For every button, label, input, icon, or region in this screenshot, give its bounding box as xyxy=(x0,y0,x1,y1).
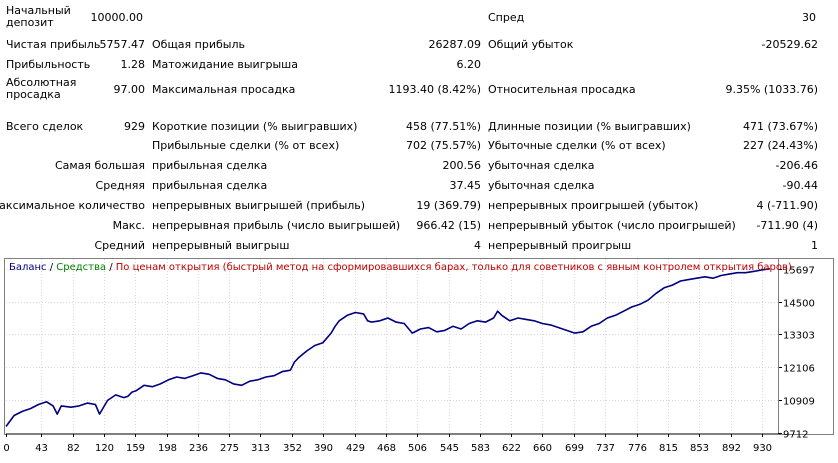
average-consecutive-losses-label: непрерывный проигрыш xyxy=(488,239,632,252)
x-tick-label: 545 xyxy=(440,443,459,454)
x-tick-label: 815 xyxy=(659,443,678,454)
largest-profit-value: 200.56 xyxy=(442,159,482,172)
max-consecutive-loss-value: -711.90 (4) xyxy=(756,219,818,232)
largest-profit-label: прибыльная сделка xyxy=(152,159,268,172)
x-tick-label: 159 xyxy=(126,443,145,454)
x-tick-label: 236 xyxy=(189,443,208,454)
initial-deposit-value: 10000.00 xyxy=(90,11,144,24)
average-consecutive-wins-label: непрерывный выигрыш xyxy=(152,239,290,252)
x-tick-label: 892 xyxy=(722,443,741,454)
spread-value: 30 xyxy=(802,11,816,24)
absolute-drawdown-value: 97.00 xyxy=(113,83,146,96)
gross-loss-label: Общий убыток xyxy=(488,38,574,51)
x-tick-label: 0 xyxy=(3,443,9,454)
max-consecutive-profit-label: непрерывная прибыль (число выигрышей) xyxy=(152,219,401,232)
net-profit-value: 5757.47 xyxy=(99,38,146,51)
x-tick-label: 43 xyxy=(35,443,48,454)
average-profit-label: прибыльная сделка xyxy=(152,179,268,192)
chart-legend: Баланс / Средства / По ценам открытия (б… xyxy=(9,262,792,274)
max-consecutive-wins-value: 19 (369.79) xyxy=(416,199,481,212)
x-tick-label: 853 xyxy=(690,443,709,454)
profit-factor-label: Прибыльность xyxy=(6,58,91,71)
x-tick-label: 390 xyxy=(314,443,333,454)
maximal-drawdown-label: Максимальная просадка xyxy=(152,83,296,96)
y-tick-label: 12106 xyxy=(783,364,815,375)
max-consecutive-losses-label: непрерывных проигрышей (убыток) xyxy=(488,199,699,212)
average-consecutive-label: Средний xyxy=(94,239,145,252)
average-consecutive-wins-value: 4 xyxy=(474,239,481,252)
y-tick-label: 10909 xyxy=(783,397,815,408)
relative-drawdown-value: 9.35% (1033.76) xyxy=(725,83,818,96)
x-tick-label: 120 xyxy=(95,443,114,454)
largest-label: Самая большая xyxy=(54,159,145,172)
net-profit-label: Чистая прибыль xyxy=(6,38,101,51)
x-tick-label: 313 xyxy=(251,443,270,454)
legend-separator: / xyxy=(106,262,116,273)
max-consecutive-wins-label: непрерывных выигрышей (прибыль) xyxy=(152,199,366,212)
x-tick-label: 699 xyxy=(565,443,584,454)
long-positions-value: 471 (73.67%) xyxy=(742,120,818,133)
max-consecutive-profit-value: 966.42 (15) xyxy=(416,219,481,232)
x-tick-label: 429 xyxy=(346,443,365,454)
short-positions-value: 458 (77.51%) xyxy=(405,120,481,133)
y-tick-label: 13303 xyxy=(783,331,815,342)
x-tick-label: 622 xyxy=(502,443,521,454)
average-profit-value: 37.45 xyxy=(449,179,482,192)
gross-loss-value: -20529.62 xyxy=(761,38,818,51)
expected-payoff-label: Матожидание выигрыша xyxy=(152,58,298,71)
max-consecutive-loss-label: непрерывный убыток (число проигрышей) xyxy=(488,219,736,232)
expected-payoff-value: 6.20 xyxy=(456,58,482,71)
spread-label: Спред xyxy=(488,11,525,24)
average-label: Средняя xyxy=(95,179,145,192)
x-tick-label: 737 xyxy=(596,443,615,454)
legend-balance: Баланс xyxy=(9,262,47,273)
x-tick-label: 930 xyxy=(753,443,772,454)
x-tick-label: 352 xyxy=(283,443,302,454)
largest-loss-value: -206.46 xyxy=(775,159,818,172)
x-tick-label: 506 xyxy=(408,443,427,454)
gross-profit-value: 26287.09 xyxy=(428,38,482,51)
x-tick-label: 776 xyxy=(628,443,647,454)
total-trades-label: Всего сделок xyxy=(6,120,84,133)
profit-trades-label: Прибыльные сделки (% от всех) xyxy=(152,139,340,152)
x-tick-label: 198 xyxy=(158,443,177,454)
total-trades-value: 929 xyxy=(124,120,145,133)
x-tick-label: 468 xyxy=(377,443,396,454)
max-consecutive-amount-label: Макс. xyxy=(112,219,145,232)
y-tick-label: 9712 xyxy=(783,430,808,441)
absolute-drawdown-label: Абсолютная просадка xyxy=(6,76,77,101)
balance-series-line xyxy=(5,267,771,427)
loss-trades-label: Убыточные сделки (% от всех) xyxy=(488,139,666,152)
legend-equity: Средства xyxy=(56,262,107,273)
legend-model: По ценам открытия (быстрый метод на сфор… xyxy=(115,262,792,273)
initial-deposit-label: Начальный депозит xyxy=(6,4,71,29)
average-loss-value: -90.44 xyxy=(782,179,818,192)
x-tick-label: 82 xyxy=(67,443,80,454)
x-tick-label: 660 xyxy=(533,443,552,454)
average-loss-label: убыточная сделка xyxy=(488,179,595,192)
profit-factor-value: 1.28 xyxy=(120,58,146,71)
legend-separator: / xyxy=(46,262,57,273)
x-tick-label: 275 xyxy=(220,443,239,454)
loss-trades-value: 227 (24.43%) xyxy=(742,139,818,152)
maximal-drawdown-value: 1193.40 (8.42%) xyxy=(388,83,481,96)
chart-frame xyxy=(4,258,834,435)
gross-profit-label: Общая прибыль xyxy=(152,38,245,51)
largest-loss-label: убыточная сделка xyxy=(488,159,595,172)
x-tick-label: 583 xyxy=(471,443,490,454)
average-consecutive-losses-value: 1 xyxy=(811,239,818,252)
max-consecutive-losses-value: 4 (-711.90) xyxy=(756,199,818,212)
max-consecutive-label: Максимальное количество xyxy=(0,199,145,212)
report-table: Начальный депозит 10000.00 Спред 30 Чист… xyxy=(0,4,818,253)
y-tick-label: 14500 xyxy=(783,299,815,310)
relative-drawdown-label: Относительная просадка xyxy=(488,83,636,96)
long-positions-label: Длинные позиции (% выигравших) xyxy=(488,120,691,133)
profit-trades-value: 702 (75.57%) xyxy=(405,139,481,152)
short-positions-label: Короткие позиции (% выигравших) xyxy=(152,120,358,133)
